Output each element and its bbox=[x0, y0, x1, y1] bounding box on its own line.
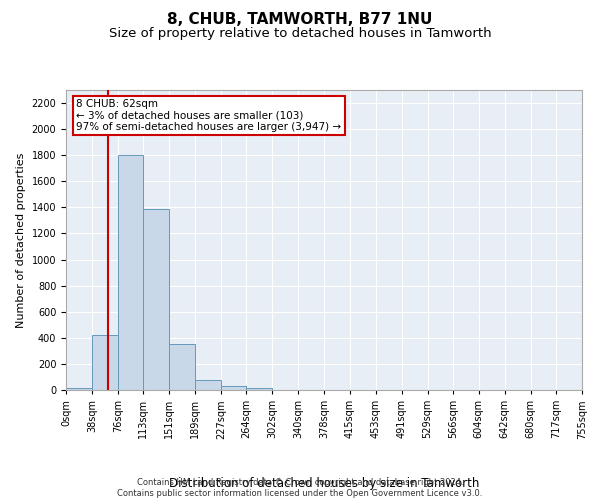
Bar bbox=[195, 380, 221, 390]
Text: 8, CHUB, TAMWORTH, B77 1NU: 8, CHUB, TAMWORTH, B77 1NU bbox=[167, 12, 433, 28]
Bar bbox=[143, 208, 169, 390]
Y-axis label: Number of detached properties: Number of detached properties bbox=[16, 152, 26, 328]
Bar bbox=[221, 386, 247, 390]
Bar bbox=[247, 388, 272, 390]
Text: Size of property relative to detached houses in Tamworth: Size of property relative to detached ho… bbox=[109, 28, 491, 40]
Bar bbox=[92, 335, 118, 390]
Text: Contains HM Land Registry data © Crown copyright and database right 2024.
Contai: Contains HM Land Registry data © Crown c… bbox=[118, 478, 482, 498]
X-axis label: Distribution of detached houses by size in Tamworth: Distribution of detached houses by size … bbox=[169, 478, 479, 490]
Bar bbox=[118, 155, 143, 390]
Bar bbox=[66, 388, 92, 390]
Bar bbox=[169, 344, 195, 390]
Text: 8 CHUB: 62sqm
← 3% of detached houses are smaller (103)
97% of semi-detached hou: 8 CHUB: 62sqm ← 3% of detached houses ar… bbox=[76, 99, 341, 132]
